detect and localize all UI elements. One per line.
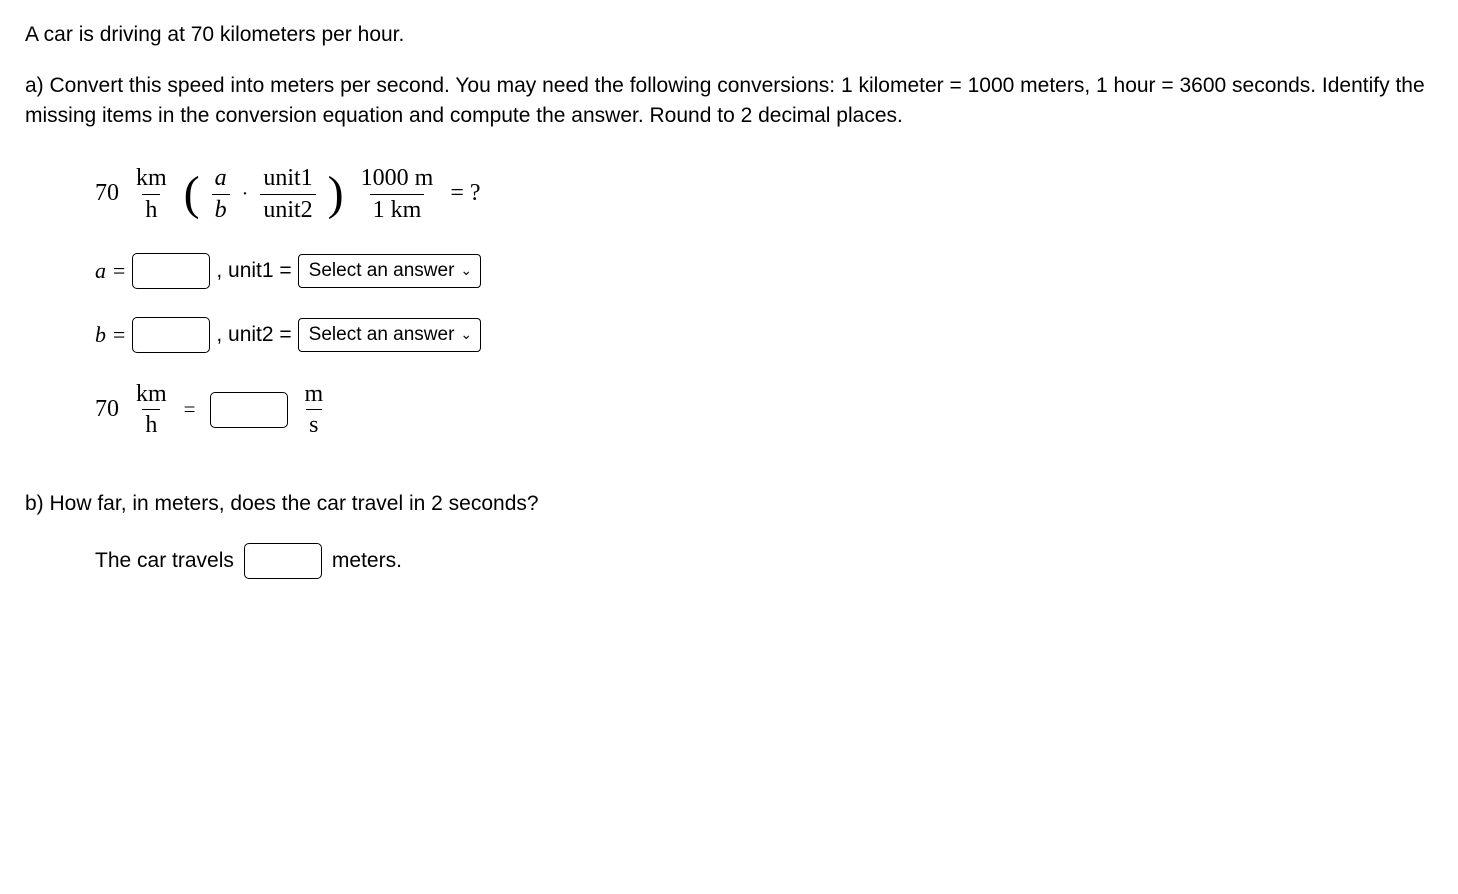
unit1-label: , unit1 = [216, 256, 291, 285]
part-b-answer-row: The car travels meters. [95, 543, 1433, 579]
result-rhs-frac: m s [302, 381, 327, 439]
distance-input[interactable] [244, 543, 322, 579]
fraction-1000m-1km: 1000 m 1 km [358, 165, 437, 223]
a-input[interactable] [132, 253, 210, 289]
right-paren: ) [328, 175, 344, 213]
chevron-down-icon: ⌄ [460, 325, 472, 345]
conversion-equation: 70 km h ( a b · unit1 unit2 ) 1000 m 1 k… [95, 165, 1433, 223]
part-a-prompt: a) Convert this speed into meters per se… [25, 71, 1433, 130]
result-eq-sign: = [184, 395, 196, 424]
unit1-select-text: Select an answer [309, 258, 455, 285]
result-lhs-num: km [133, 381, 170, 409]
travels-before: The car travels [95, 546, 234, 575]
a-row: a = , unit1 = Select an answer ⌄ [95, 253, 1433, 289]
result-lhs-den: h [142, 409, 160, 438]
frac1-num: km [133, 165, 170, 193]
fraction-km-h: km h [133, 165, 170, 223]
frac2-den: b [212, 194, 230, 223]
frac1-den: h [142, 194, 160, 223]
unit2-label: , unit2 = [216, 320, 291, 349]
frac4-den: 1 km [370, 194, 425, 223]
left-paren: ( [184, 175, 200, 213]
b-row: b = , unit2 = Select an answer ⌄ [95, 317, 1433, 353]
b-input[interactable] [132, 317, 210, 353]
part-b-prompt: b) How far, in meters, does the car trav… [25, 489, 1433, 518]
result-rhs-num: m [302, 381, 327, 409]
result-input[interactable] [210, 392, 288, 428]
result-equation: 70 km h = m s [95, 381, 1433, 439]
frac3-num: unit1 [260, 165, 315, 193]
b-label: b = [95, 320, 126, 351]
a-label: a = [95, 256, 126, 287]
chevron-down-icon: ⌄ [460, 261, 472, 281]
coefficient: 70 [95, 177, 119, 211]
unit1-select[interactable]: Select an answer ⌄ [298, 254, 481, 288]
unit2-select-text: Select an answer [309, 322, 455, 349]
unit2-select[interactable]: Select an answer ⌄ [298, 318, 481, 352]
multiply-dot: · [242, 180, 249, 208]
travels-after: meters. [332, 546, 402, 575]
frac4-num: 1000 m [358, 165, 437, 193]
equals-question: = ? [450, 177, 480, 211]
result-coeff: 70 [95, 393, 119, 427]
frac2-num: a [212, 165, 230, 193]
result-rhs-den: s [306, 409, 321, 438]
intro-text: A car is driving at 70 kilometers per ho… [25, 20, 1433, 49]
fraction-unit1-unit2: unit1 unit2 [260, 165, 315, 223]
result-lhs-frac: km h [133, 381, 170, 439]
frac3-den: unit2 [260, 194, 315, 223]
fraction-a-b: a b [212, 165, 230, 223]
